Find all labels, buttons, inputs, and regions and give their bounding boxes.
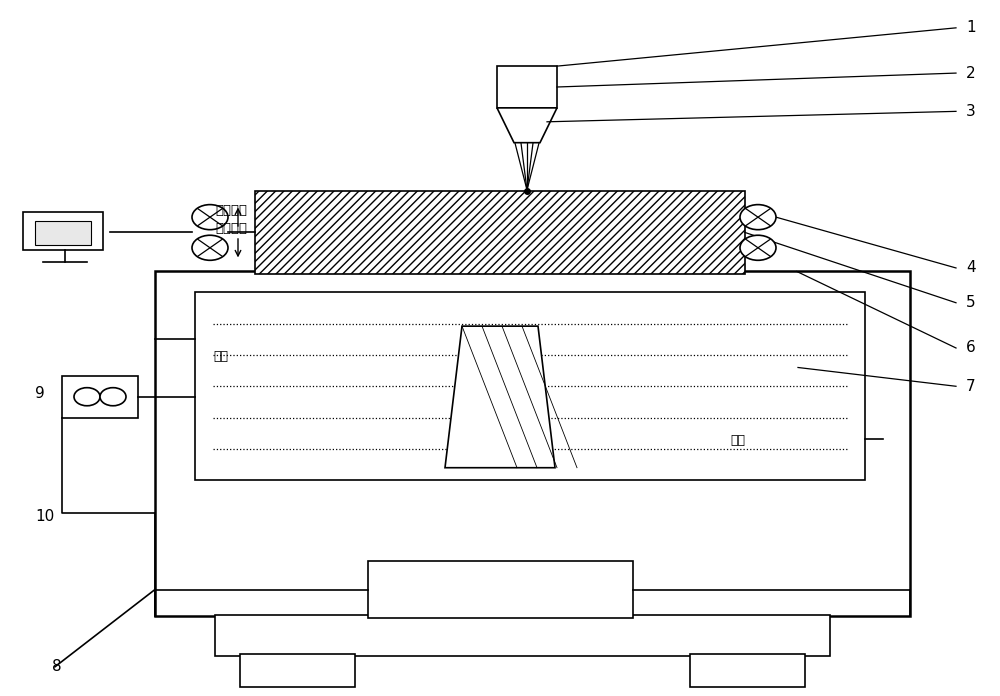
Circle shape [192, 235, 228, 260]
Text: 出口: 出口 [213, 350, 228, 363]
Circle shape [192, 205, 228, 230]
Text: 2: 2 [966, 65, 976, 81]
Text: 5: 5 [966, 295, 976, 310]
Bar [155, 271, 910, 616]
Bar [368, 561, 633, 618]
Text: 1: 1 [966, 20, 976, 35]
Bar [497, 66, 557, 108]
Text: 3: 3 [966, 104, 976, 119]
Bar [195, 292, 865, 480]
Circle shape [100, 388, 126, 406]
Circle shape [74, 388, 100, 406]
Polygon shape [445, 326, 555, 468]
Text: 进口: 进口 [730, 434, 745, 448]
Text: 9: 9 [35, 386, 45, 401]
Bar [35, 221, 91, 245]
Circle shape [740, 235, 776, 260]
Bar [255, 191, 745, 274]
Bar [240, 654, 355, 687]
Text: 6: 6 [966, 340, 976, 356]
Bar [23, 212, 103, 250]
Text: 10: 10 [35, 509, 54, 524]
Text: 电机带动
上下移动: 电机带动 上下移动 [215, 205, 247, 235]
Bar [690, 654, 805, 687]
Bar [62, 376, 138, 418]
Polygon shape [497, 108, 557, 143]
Text: 8: 8 [52, 659, 62, 674]
Text: 7: 7 [966, 379, 976, 394]
Bar [215, 615, 830, 656]
Circle shape [740, 205, 776, 230]
Text: 4: 4 [966, 260, 976, 276]
